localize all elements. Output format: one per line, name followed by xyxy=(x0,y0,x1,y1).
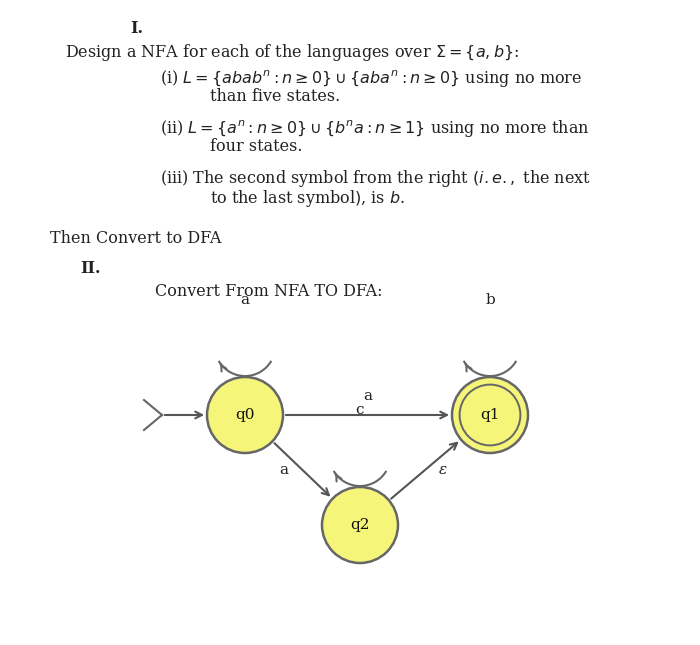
Text: ε: ε xyxy=(439,463,447,477)
Circle shape xyxy=(322,487,398,563)
Text: than five states.: than five states. xyxy=(210,88,340,105)
Text: b: b xyxy=(485,293,495,307)
Text: Convert From NFA TO DFA:: Convert From NFA TO DFA: xyxy=(155,283,382,300)
Text: q2: q2 xyxy=(350,518,370,532)
Text: a: a xyxy=(279,463,288,477)
Text: Then Convert to DFA: Then Convert to DFA xyxy=(50,230,221,247)
Text: (iii) The second symbol from the right $(i.e.,$ the next: (iii) The second symbol from the right $… xyxy=(160,168,591,189)
Text: q1: q1 xyxy=(480,408,500,422)
Text: I.: I. xyxy=(130,20,143,37)
Text: c: c xyxy=(356,403,364,417)
Text: a: a xyxy=(241,293,249,307)
Text: Design a NFA for each of the languages over $\Sigma = \{a, b\}$:: Design a NFA for each of the languages o… xyxy=(65,42,519,63)
Text: q0: q0 xyxy=(235,408,255,422)
Text: II.: II. xyxy=(80,260,101,277)
Text: to the last symbol$)$, is $b$.: to the last symbol$)$, is $b$. xyxy=(210,188,405,209)
Text: (ii) $L = \{a^n : n \geq 0\} \cup \{b^n a : n \geq 1\}$ using no more than: (ii) $L = \{a^n : n \geq 0\} \cup \{b^n … xyxy=(160,118,589,139)
Text: (i) $L = \{abab^n : n \geq 0\} \cup \{aba^n : n \geq 0\}$ using no more: (i) $L = \{abab^n : n \geq 0\} \cup \{ab… xyxy=(160,68,582,89)
Circle shape xyxy=(207,377,283,453)
Circle shape xyxy=(452,377,528,453)
Text: a: a xyxy=(363,389,372,403)
Text: four states.: four states. xyxy=(210,138,302,155)
